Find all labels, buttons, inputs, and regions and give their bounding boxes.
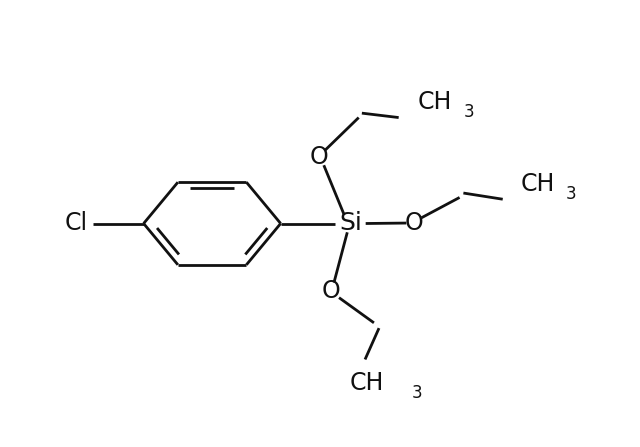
Text: 3: 3 (566, 185, 577, 203)
Text: 3: 3 (412, 384, 422, 402)
Text: Si: Si (339, 211, 362, 236)
Text: CH: CH (349, 371, 383, 395)
Text: 3: 3 (463, 103, 474, 121)
Text: Cl: Cl (65, 211, 88, 236)
Text: CH: CH (520, 172, 555, 196)
Text: O: O (322, 278, 340, 303)
Text: O: O (404, 211, 423, 235)
Text: CH: CH (418, 90, 452, 114)
Text: O: O (309, 145, 328, 169)
